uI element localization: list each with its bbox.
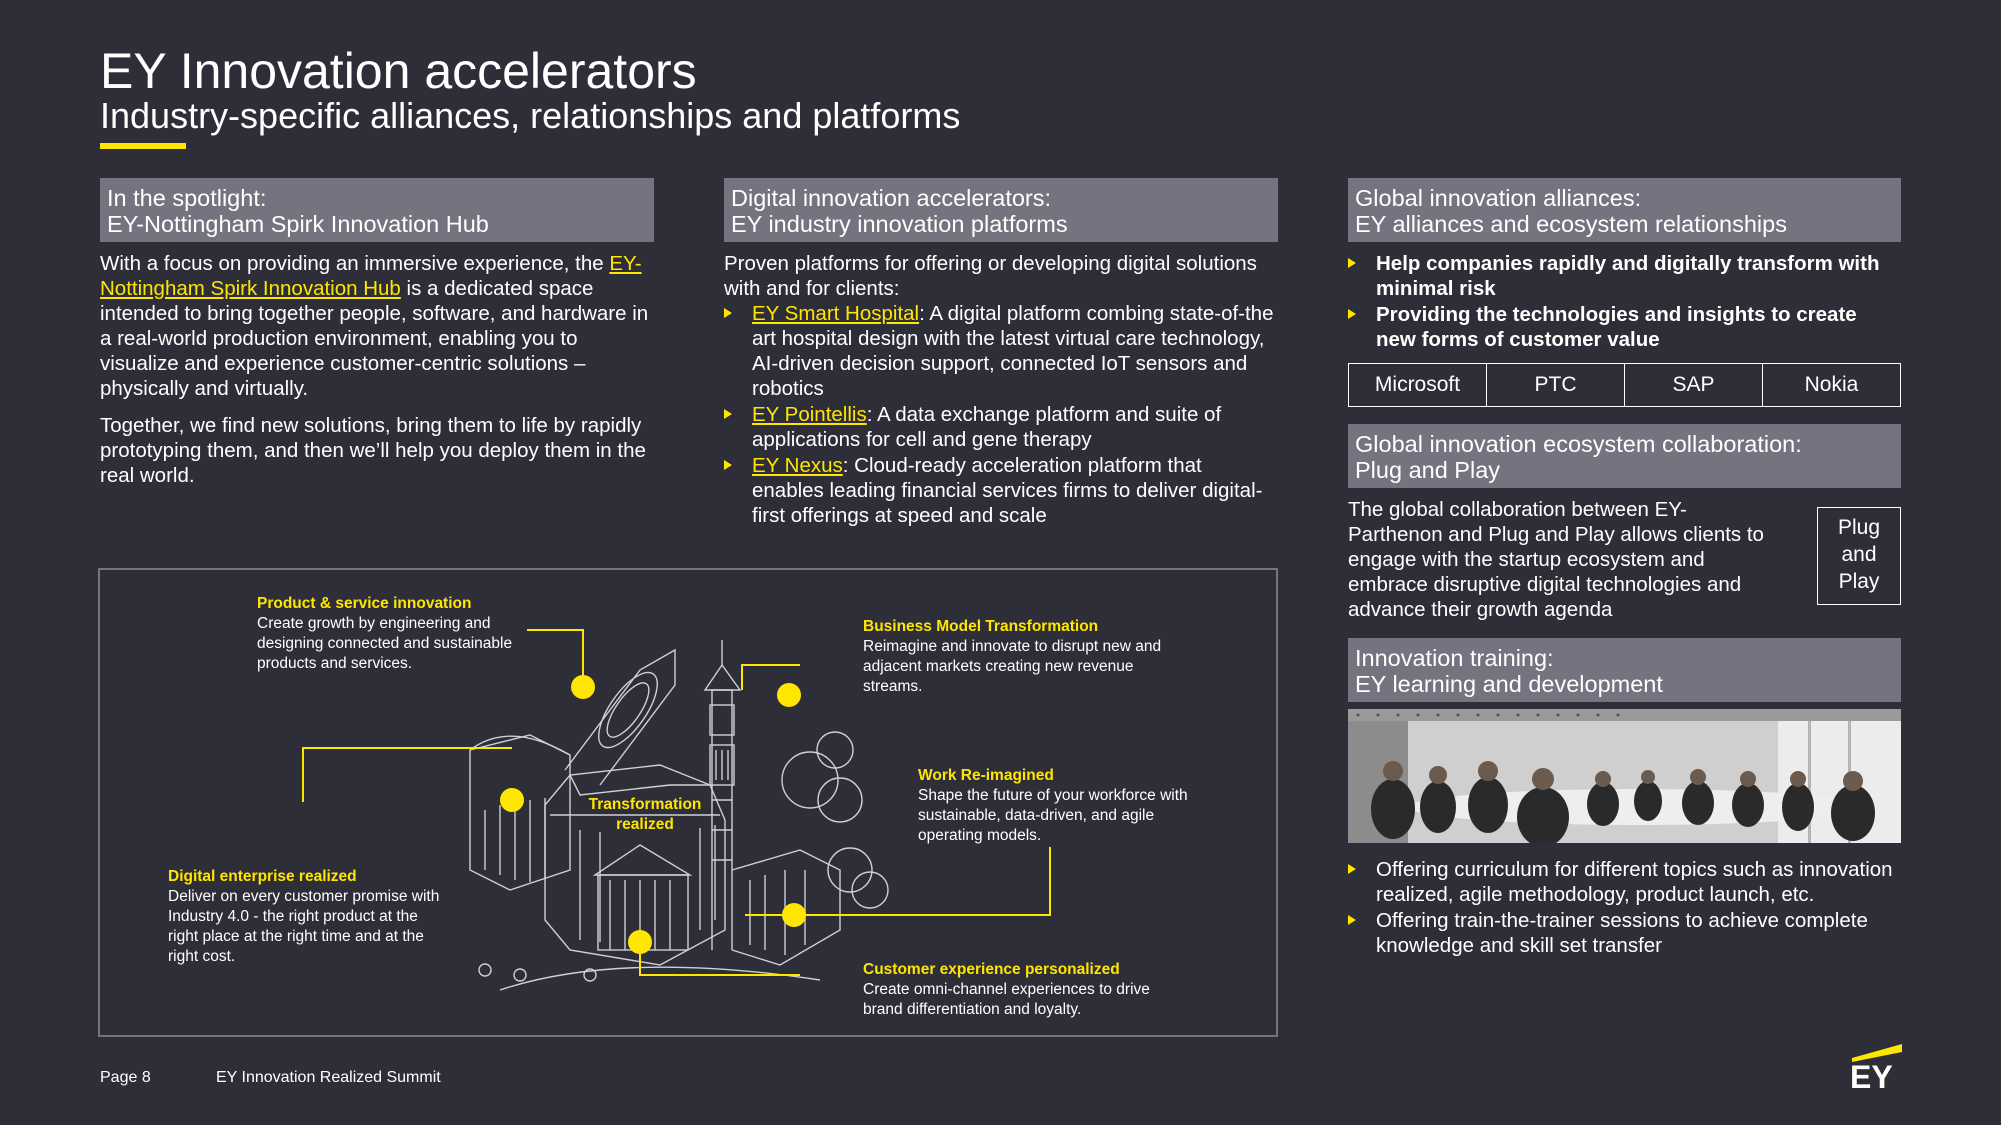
spotlight-paragraph-1: With a focus on providing an immersive e… — [100, 252, 649, 400]
list-item: Offering curriculum for different topics… — [1348, 857, 1901, 907]
training-list: Offering curriculum for different topics… — [1348, 857, 1901, 958]
spotlight-header-line2: EY-Nottingham Spirk Innovation Hub — [107, 211, 489, 237]
partner-microsoft: Microsoft — [1349, 364, 1487, 406]
platforms-list: EY Smart Hospital: A digital platform co… — [724, 301, 1278, 528]
alliances-list: Help companies rapidly and digitally tra… — [1348, 251, 1901, 352]
page-title: EY Innovation accelerators — [100, 43, 697, 99]
ecosystem-header: Global innovation ecosystem collaboratio… — [1348, 424, 1901, 488]
alliances-header-line1: Global innovation alliances: — [1355, 185, 1642, 211]
training-body: Offering curriculum for different topics… — [1348, 857, 1901, 959]
spotlight-header-line1: In the spotlight: — [107, 185, 267, 211]
business-model-label: Business Model Transformation Reimagine a… — [863, 618, 1162, 695]
digital-accelerators-header-line2: EY industry innovation platforms — [731, 211, 1068, 237]
ecosystem-header-line2: Plug and Play — [1355, 457, 1501, 483]
partner-sap: SAP — [1625, 364, 1763, 406]
ey-logo: EY — [1850, 1042, 1902, 1094]
title-accent-bar — [100, 143, 186, 149]
triangle-bullet-icon — [1348, 864, 1356, 874]
triangle-bullet-icon — [1348, 915, 1356, 925]
alliances-header: Global innovation alliances: EY alliance… — [1348, 178, 1901, 242]
digital-accelerators-header: Digital innovation accelerators: EY indu… — [724, 178, 1278, 242]
work-reimagined-label: Work Re-imagined Shape the future of your… — [918, 767, 1188, 844]
digital-enterprise-label: Digital enterprise realized Deliver on ev… — [168, 868, 440, 965]
ecosystem-text: The global collaboration between EY-Part… — [1348, 498, 1764, 621]
digital-accelerators-body: Proven platforms for offering or develop… — [724, 251, 1278, 529]
triangle-bullet-icon — [1348, 309, 1356, 319]
pointellis-link[interactable]: EY Pointellis — [752, 403, 867, 426]
alliances-body: Help companies rapidly and digitally tra… — [1348, 251, 1901, 353]
triangle-bullet-icon — [1348, 258, 1356, 268]
spotlight-header: In the spotlight: EY-Nottingham Spirk In… — [100, 178, 654, 242]
training-header: Innovation training: EY learning and dev… — [1348, 638, 1901, 702]
product-service-innovation-label: Product & service innovation Create growt… — [257, 595, 513, 672]
partner-nokia: Nokia — [1804, 373, 1859, 396]
partner-ptc: PTC — [1487, 364, 1625, 406]
triangle-bullet-icon — [724, 409, 732, 419]
list-item: Help companies rapidly and digitally tra… — [1348, 251, 1901, 301]
list-item: Providing the technologies and insights … — [1348, 302, 1901, 352]
transformation-realized-label: Transformation realized — [588, 796, 702, 833]
nexus-link[interactable]: EY Nexus — [752, 454, 843, 477]
smart-hospital-link[interactable]: EY Smart Hospital — [752, 302, 920, 325]
customer-experience-label: Customer experience personalized Create o… — [863, 961, 1150, 1018]
training-header-line1: Innovation training: — [1355, 645, 1554, 671]
innovation-hub-link[interactable]: EY-Nottingham Spirk Innovation Hub — [100, 252, 642, 300]
event-name: EY Innovation Realized Summit — [216, 1069, 441, 1086]
transformation-diagram: Transformation realized Product & servic… — [98, 568, 1278, 1037]
partners-table: Microsoft PTC SAP Nokia — [1348, 363, 1901, 407]
ecosystem-header-line1: Global innovation ecosystem collaboratio… — [1355, 431, 1802, 457]
training-meeting-photo — [1348, 709, 1901, 843]
building-illustration — [302, 629, 1051, 991]
page-number: Page 8 — [100, 1069, 151, 1086]
platforms-intro: Proven platforms for offering or develop… — [724, 252, 1257, 300]
training-header-line2: EY learning and development — [1355, 671, 1663, 697]
spotlight-body: With a focus on providing an immersive e… — [100, 251, 660, 500]
list-item: EY Nexus: Cloud-ready acceleration platf… — [724, 453, 1278, 528]
list-item: EY Smart Hospital: A digital platform co… — [724, 301, 1278, 401]
alliances-header-line2: EY alliances and ecosystem relationships — [1355, 211, 1787, 237]
plug-and-play-logo: Plug and Play — [1817, 507, 1901, 605]
meeting-room-image — [1348, 709, 1901, 843]
triangle-bullet-icon — [724, 308, 732, 318]
list-item: Offering train-the-trainer sessions to a… — [1348, 908, 1901, 958]
digital-accelerators-header-line1: Digital innovation accelerators: — [731, 185, 1052, 211]
ey-beam-icon — [1852, 1044, 1902, 1062]
triangle-bullet-icon — [724, 460, 732, 470]
spotlight-paragraph-2: Together, we find new solutions, bring t… — [100, 414, 646, 487]
list-item: EY Pointellis: A data exchange platform … — [724, 402, 1278, 452]
page-subtitle: Industry-specific alliances, relationshi… — [100, 95, 961, 136]
